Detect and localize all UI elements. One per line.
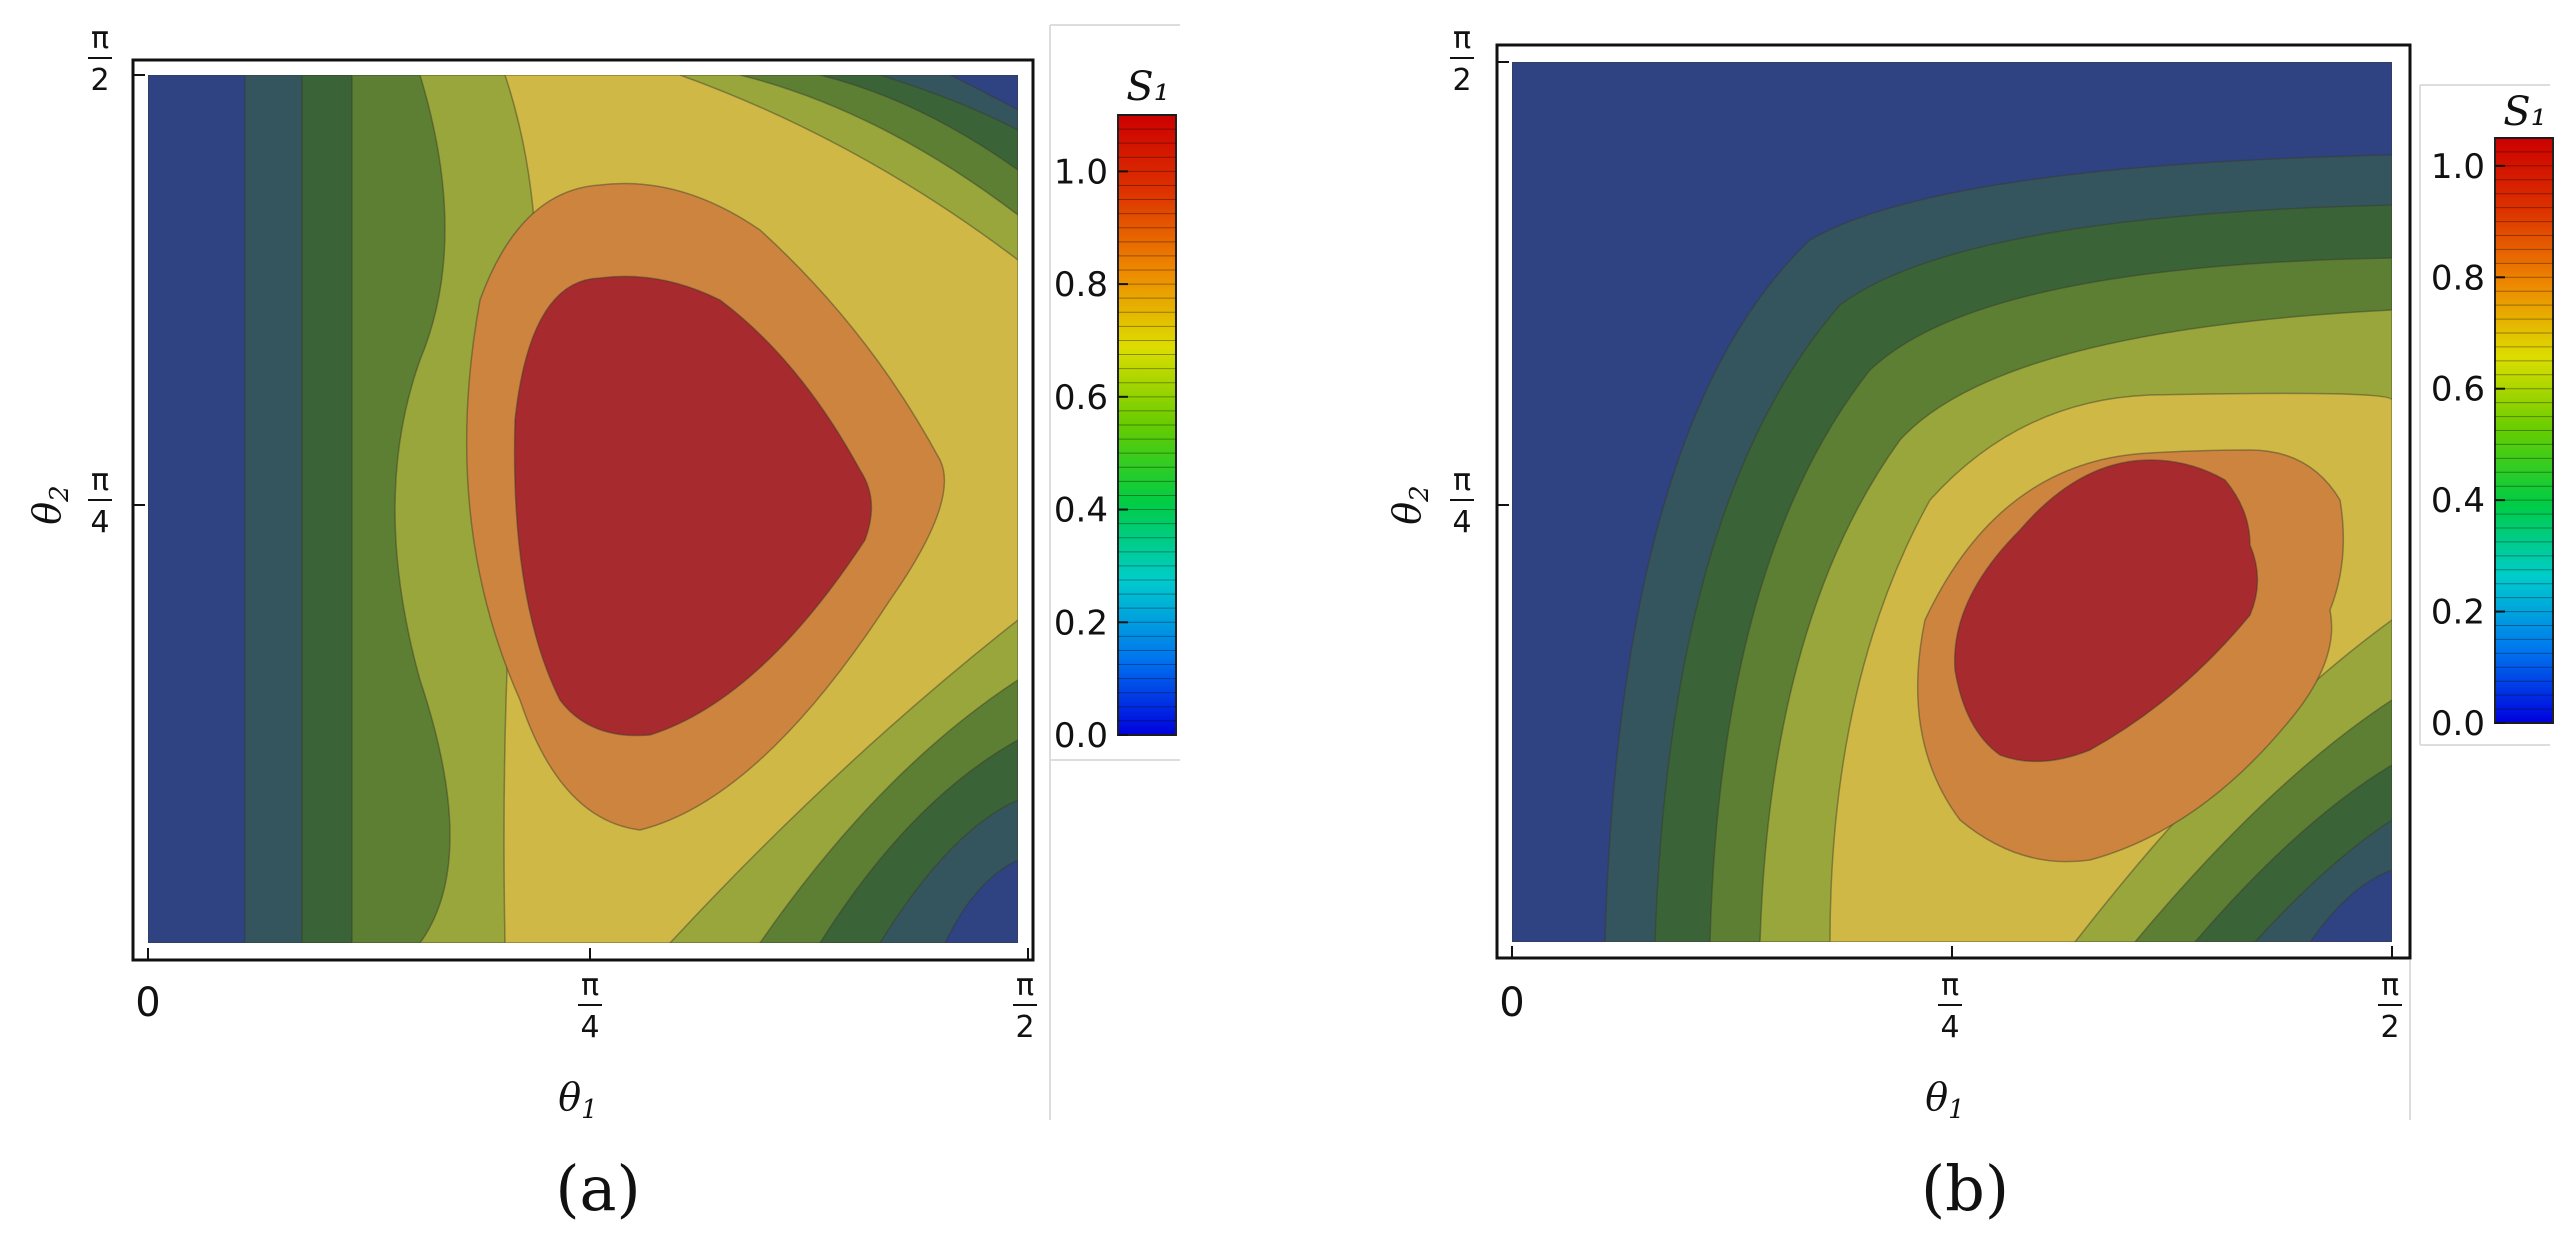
y-tick-label-a-pi4: π 4 [88,463,112,540]
svg-text:4: 4 [580,1010,599,1045]
colorbar-title-a: S₁ [1126,64,1169,110]
svg-text:4: 4 [1940,1010,1959,1045]
x-tick-label-a-0: 0 [135,980,160,1026]
colorbar-a: 0.0 0.2 0.4 0.6 0.8 1.0 S₁ [1054,64,1177,756]
colorbar-tick-label-b: 0.4 [2431,481,2485,521]
x-tick-label-b-pi2: π 2 [2378,968,2402,1045]
svg-text:π: π [1453,21,1471,56]
colorbar-tick-label-a: 1.0 [1054,152,1108,192]
colorbar-tick-label-b: 0.2 [2431,593,2485,633]
colorbar-tick-label-a: 0.6 [1054,378,1108,418]
svg-text:2: 2 [90,63,109,98]
contour-band-a-7 [513,275,873,737]
svg-text:π: π [1941,968,1959,1003]
x-axis-label-b: θ1 [1925,1075,1964,1125]
colorbar-tick-label-b: 0.0 [2431,704,2485,744]
svg-text:2: 2 [1015,1010,1034,1045]
svg-text:θ2: θ2 [25,485,75,524]
colorbar-tick-label-a: 0.2 [1054,603,1108,643]
svg-text:π: π [1453,463,1471,498]
colorbar-frame-b [2409,84,2550,1120]
contour-band-a-b5 [944,859,1018,943]
panel-a: π 2 π 4 θ2 0 π 4 π 2 θ1 [25,21,1180,1225]
svg-text:π: π [2381,968,2399,1003]
contour-plot-a [148,75,1018,943]
svg-text:π: π [91,463,109,498]
colorbar-frame-a [1049,24,1180,1120]
y-axis-a [133,74,145,506]
panel-b: π 2 π 4 θ2 0 π 4 π 2 θ1 [1385,21,2554,1225]
x-axis-label-a: θ1 [558,1075,597,1125]
colorbar-gradient-b [2494,137,2554,724]
colorbar-b: 0.0 0.2 0.4 0.6 0.8 1.0 S₁ [2431,89,2554,744]
contour-plot-b [1512,62,2392,942]
contour-band-b-b5 [2309,869,2392,942]
plot-frame-a [131,58,1035,962]
x-tick-label-a-pi4: π 4 [578,968,602,1045]
y-axis-label-b: θ2 [1385,485,1435,524]
contour-band-a-r5 [949,75,1018,111]
x-tick-label-a-pi2: π 2 [1013,968,1037,1045]
svg-text:π: π [581,968,599,1003]
svg-text:2: 2 [1452,63,1471,98]
contour-band-b-7 [1953,459,2259,763]
colorbar-title-b: S₁ [2503,89,2546,135]
colorbar-tick-label-b: 0.6 [2431,370,2485,410]
panel-label-b: (b) [1921,1152,2009,1225]
svg-text:π: π [91,21,109,56]
x-axis-a [147,948,1029,960]
svg-text:θ2: θ2 [1385,485,1435,524]
panel-label-a: (a) [555,1152,640,1225]
colorbar-tick-label-b: 1.0 [2431,147,2485,187]
svg-text:2: 2 [2380,1010,2399,1045]
colorbar-tick-label-a: 0.4 [1054,491,1108,531]
y-tick-label-b-pi4: π 4 [1450,463,1474,540]
x-axis-b [1511,946,2393,958]
y-tick-label-b-pi2: π 2 [1450,21,1474,98]
colorbar-tick-label-a: 0.0 [1054,716,1108,756]
x-tick-label-b-0: 0 [1499,980,1524,1026]
y-tick-label-a-pi2: π 2 [88,21,112,98]
y-axis-b [1497,61,1509,506]
colorbar-gradient-a [1117,114,1177,736]
colorbar-tick-label-a: 0.8 [1054,265,1108,305]
colorbar-tick-label-b: 0.8 [2431,258,2485,298]
plot-frame-b [1495,43,2412,960]
svg-text:π: π [1016,968,1034,1003]
x-tick-label-b-pi4: π 4 [1938,968,1962,1045]
y-axis-label-a: θ2 [25,485,75,524]
svg-text:4: 4 [90,505,109,540]
svg-text:4: 4 [1452,505,1471,540]
